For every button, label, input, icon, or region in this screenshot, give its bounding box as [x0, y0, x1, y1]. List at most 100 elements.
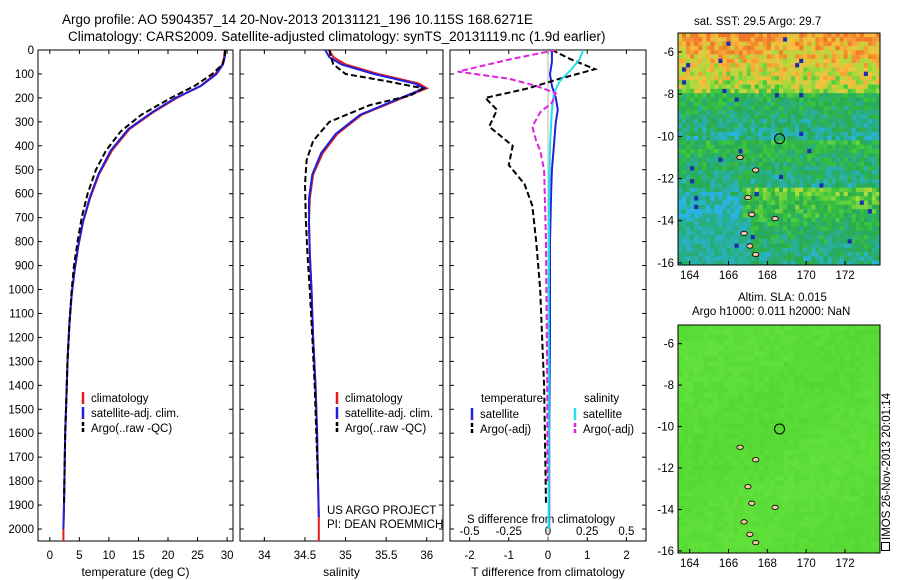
map-cell [791, 209, 796, 214]
map-cell [758, 356, 765, 362]
map-cell [746, 166, 752, 171]
map-cell [762, 260, 768, 266]
map-cell [851, 153, 857, 158]
map-cell [779, 45, 784, 51]
map-cell [859, 366, 866, 372]
map-cell [682, 256, 687, 262]
map-cell [702, 166, 707, 171]
map-cell [824, 433, 830, 440]
map-cell [722, 209, 727, 214]
map-cell [807, 80, 812, 85]
map-cell [807, 123, 812, 128]
map-cell [859, 161, 865, 167]
map-cell [859, 136, 865, 141]
map-cell [748, 423, 755, 429]
map-cell [824, 542, 830, 549]
map-cell [698, 243, 703, 249]
map-cell [742, 247, 747, 253]
map-cell [807, 118, 812, 124]
map-cell [738, 88, 743, 94]
map-cell [710, 136, 715, 141]
map-cell [690, 166, 695, 171]
map-cell [875, 97, 881, 103]
map-cell [758, 330, 765, 336]
map-cell [698, 93, 703, 98]
map-cell [698, 80, 703, 85]
map-cell [768, 366, 775, 372]
map-cell [791, 41, 796, 47]
map-cell [748, 516, 755, 523]
map-cell [714, 71, 719, 77]
map-cell [753, 542, 760, 549]
map-cell [787, 234, 792, 240]
map-y-tick-label: -6 [664, 339, 674, 351]
map-cell [710, 256, 715, 262]
map-cell [768, 501, 775, 507]
map-cell [748, 402, 755, 409]
map-cell [723, 459, 729, 466]
map-cell [789, 511, 795, 518]
top-tick-label: 0.25 [576, 526, 598, 538]
map-cell [678, 153, 683, 158]
map-cell [733, 397, 739, 404]
map-cell [730, 118, 735, 124]
map-cell [723, 340, 729, 347]
map-cell [718, 183, 723, 188]
map-cell [799, 183, 804, 188]
map-cell [726, 200, 731, 206]
map-cell [839, 114, 844, 120]
map-cell [835, 58, 840, 64]
map-cell [754, 200, 760, 206]
map-cell [839, 136, 844, 141]
map-cell [762, 191, 768, 197]
series-group [303, 50, 430, 541]
map-cell [703, 501, 709, 507]
map-cell [714, 153, 719, 158]
map-cell [803, 88, 808, 94]
map-cell [686, 114, 691, 120]
map-cell [863, 58, 869, 64]
map-cell [753, 356, 760, 362]
map-cell [774, 174, 780, 180]
map-cell [814, 325, 820, 331]
map-cell [774, 161, 780, 167]
map-cell [835, 247, 840, 253]
map-cell [758, 345, 765, 352]
map-cell [688, 413, 694, 419]
map-cell [849, 459, 856, 466]
map-cell [753, 350, 760, 357]
map-cell [859, 58, 865, 64]
map-cell [855, 110, 861, 115]
map-cell [811, 58, 816, 64]
map-cell [718, 63, 723, 68]
map-cell [763, 475, 770, 481]
map-cell [703, 444, 709, 450]
map-cell [795, 183, 800, 188]
map-cell [706, 136, 711, 141]
map-cell [763, 464, 770, 471]
map-cell [839, 527, 845, 533]
map-cell [730, 97, 735, 103]
map-cell [774, 71, 780, 77]
legend-label: satellite [480, 409, 519, 421]
map-cell [742, 234, 747, 240]
map-cell [854, 428, 861, 435]
map-cell [734, 58, 739, 64]
map-cell [803, 97, 808, 103]
map-cell [750, 50, 756, 55]
map-cell [839, 187, 844, 193]
map-cell [843, 174, 848, 180]
map-cell [803, 230, 808, 236]
map-cell [682, 45, 687, 51]
map-cell [824, 532, 830, 538]
map-cell [774, 80, 780, 85]
map-cell [831, 84, 836, 90]
map-x-tick-label: 168 [758, 558, 777, 570]
map-cell [864, 397, 871, 404]
map-cell [849, 387, 856, 393]
map-cell [734, 153, 739, 158]
map-cell [799, 345, 805, 352]
map-cell [686, 226, 691, 231]
map-cell [774, 84, 780, 90]
map-cell [773, 382, 780, 388]
